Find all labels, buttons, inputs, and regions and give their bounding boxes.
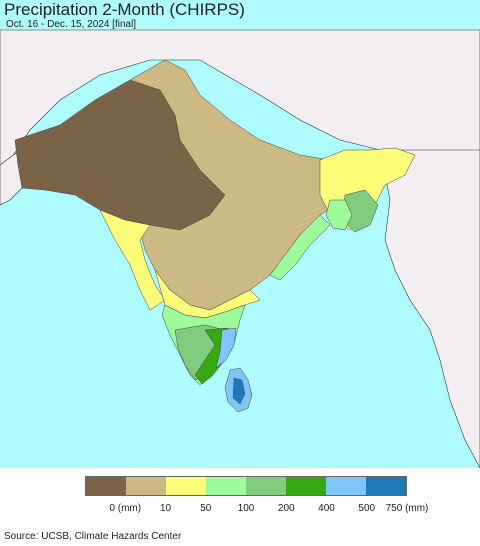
legend-swatch-1 — [126, 477, 166, 495]
map-title: Precipitation 2-Month (CHIRPS) — [4, 0, 245, 19]
legend-tick-7: 750 (mm) — [385, 503, 429, 514]
land-southeast-asia — [379, 149, 480, 469]
legend-color-bar — [85, 476, 407, 496]
legend-swatch-3 — [206, 477, 246, 495]
legend-swatch-0 — [86, 477, 126, 495]
legend-swatch-7 — [366, 477, 406, 495]
legend-swatch-5 — [286, 477, 326, 495]
region-sri-lanka-extreme — [232, 377, 246, 405]
region-east-coast-moderate — [269, 214, 331, 281]
region-coast-very-high — [215, 327, 237, 369]
legend-tick-6: 500 — [358, 503, 376, 514]
region-bangladesh — [325, 199, 353, 231]
legend-swatch-2 — [166, 477, 206, 495]
legend-tick-5: 400 — [318, 503, 335, 514]
source-credit: Source: UCSB, Climate Hazards Center — [4, 531, 182, 542]
legend-swatch-4 — [246, 477, 286, 495]
region-west-coast-low — [99, 209, 166, 311]
legend-tick-0: 0 (mm) — [109, 503, 142, 514]
legend-tick-2: 50 — [200, 503, 212, 514]
map-subtitle: Oct. 16 - Dec. 15, 2024 [final] — [6, 19, 137, 30]
legend-tick-4: 200 — [277, 503, 295, 514]
legend-tick-3: 100 — [237, 503, 255, 514]
legend-swatch-6 — [326, 477, 366, 495]
legend-tick-1: 10 — [159, 503, 172, 514]
